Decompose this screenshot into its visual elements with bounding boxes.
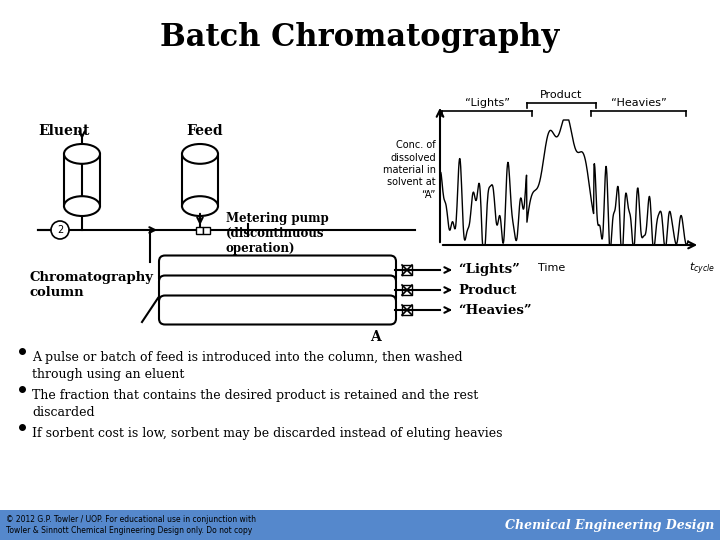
Text: Chemical Engineering Design: Chemical Engineering Design xyxy=(505,518,714,531)
Text: A: A xyxy=(369,330,380,344)
Text: “Lights”: “Lights” xyxy=(458,264,520,276)
FancyBboxPatch shape xyxy=(159,255,396,285)
Text: Product: Product xyxy=(458,284,516,296)
Text: If sorbent cost is low, sorbent may be discarded instead of eluting heavies: If sorbent cost is low, sorbent may be d… xyxy=(32,427,503,440)
Text: Metering pump
(discontinuous
operation): Metering pump (discontinuous operation) xyxy=(226,212,329,255)
Bar xyxy=(203,226,210,233)
Bar xyxy=(196,226,203,233)
Text: Time: Time xyxy=(538,263,565,273)
Text: The fraction that contains the desired product is retained and the rest
discarde: The fraction that contains the desired p… xyxy=(32,389,478,419)
Ellipse shape xyxy=(182,196,218,216)
Ellipse shape xyxy=(182,144,218,164)
Text: Feed: Feed xyxy=(186,124,222,138)
Text: 2: 2 xyxy=(57,225,63,235)
Text: Conc. of
dissolved
material in
solvent at
“A”: Conc. of dissolved material in solvent a… xyxy=(383,140,436,200)
FancyBboxPatch shape xyxy=(159,275,396,305)
Text: A pulse or batch of feed is introduced into the column, then washed
through usin: A pulse or batch of feed is introduced i… xyxy=(32,351,463,381)
Ellipse shape xyxy=(64,196,100,216)
Text: $t_{cycle}$: $t_{cycle}$ xyxy=(689,261,715,278)
Text: Chromatography
column: Chromatography column xyxy=(30,271,154,299)
Circle shape xyxy=(51,221,69,239)
Ellipse shape xyxy=(64,144,100,164)
Bar xyxy=(182,154,218,206)
Text: Eluent: Eluent xyxy=(38,124,89,138)
Text: Product: Product xyxy=(540,90,582,100)
Bar xyxy=(0,510,720,540)
Text: “Heavies”: “Heavies” xyxy=(611,98,666,108)
FancyBboxPatch shape xyxy=(159,295,396,325)
Text: “Heavies”: “Heavies” xyxy=(458,303,531,316)
Text: “Lights”: “Lights” xyxy=(464,98,510,108)
Text: © 2012 G.P. Towler / UOP. For educational use in conjunction with
Towler & Sinno: © 2012 G.P. Towler / UOP. For educationa… xyxy=(6,515,256,535)
Bar xyxy=(64,154,100,206)
Text: Batch Chromatography: Batch Chromatography xyxy=(161,22,559,53)
